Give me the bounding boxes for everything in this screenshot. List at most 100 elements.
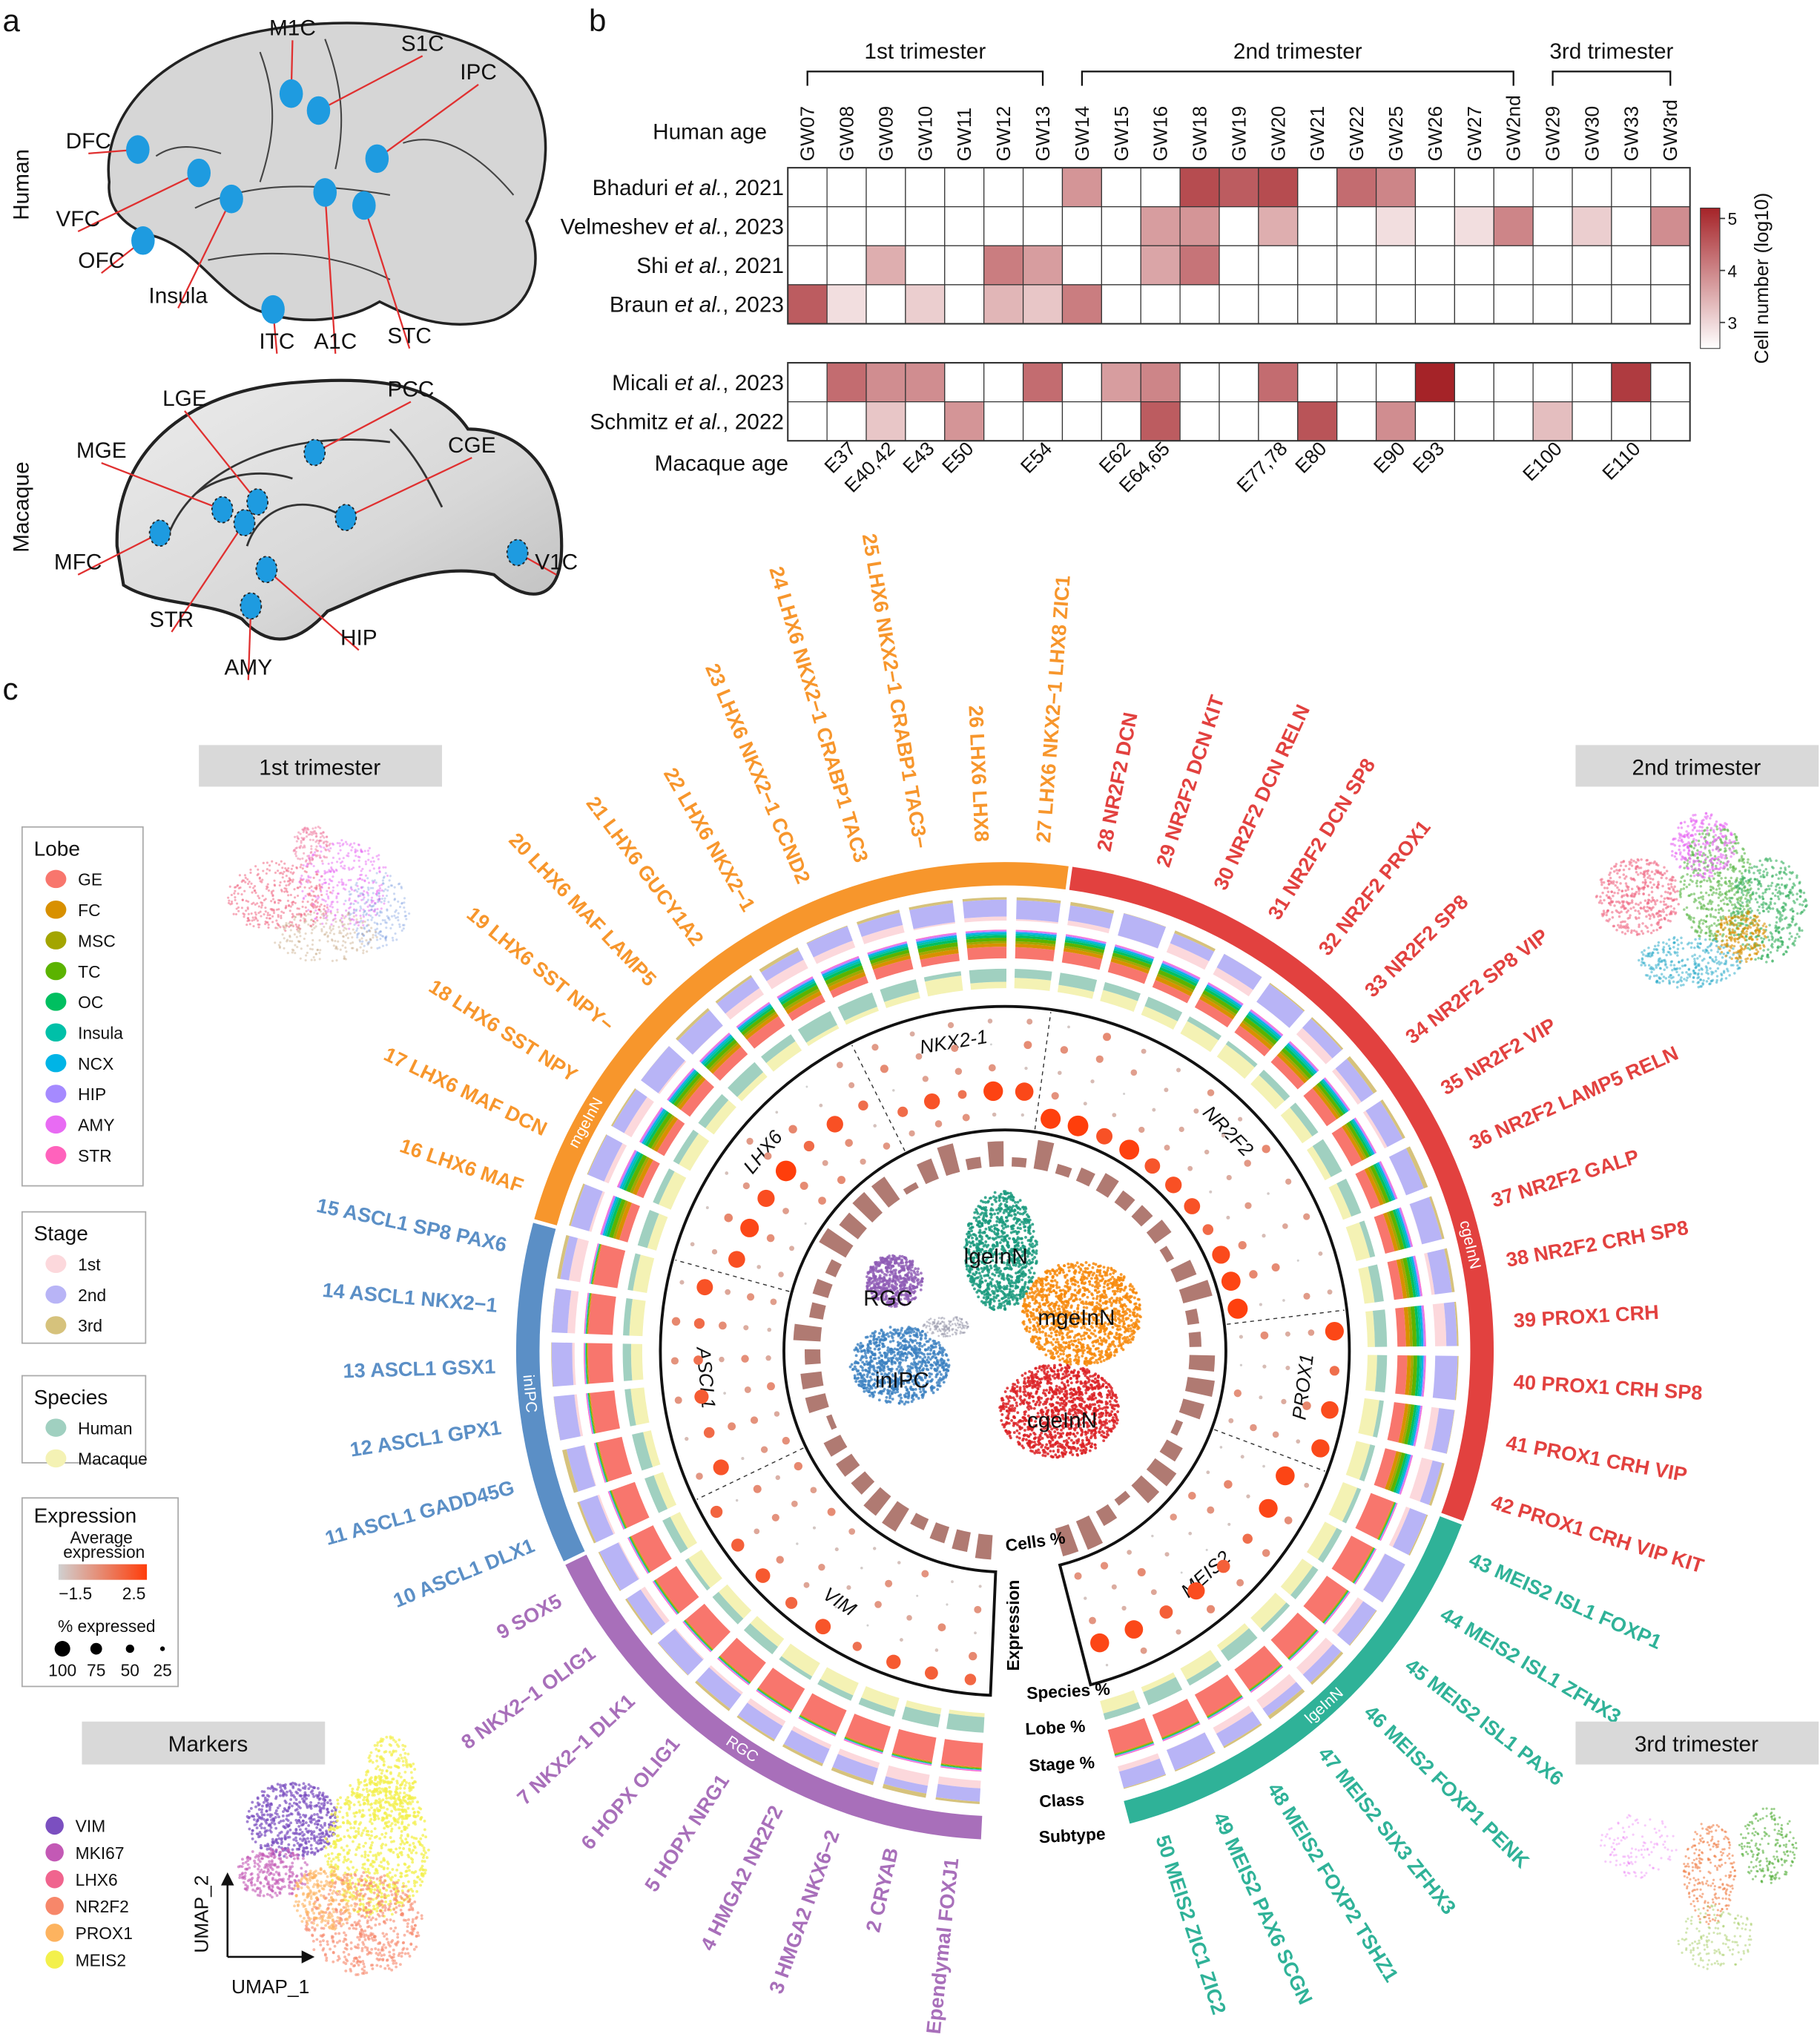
umap-point (886, 1261, 890, 1265)
umap-point (1116, 1309, 1120, 1313)
heatmap-cell (1140, 284, 1181, 325)
lobe-segment (1344, 1123, 1367, 1159)
lobe-segment (1409, 1405, 1419, 1446)
stage-segment (886, 1765, 930, 1786)
umap-point (1097, 1281, 1100, 1285)
lobe-segment (1115, 1743, 1155, 1757)
lobe-segment (587, 1393, 594, 1434)
legend-item-label: TC (78, 962, 100, 981)
marker-swatch (45, 1897, 64, 1915)
umap-point (977, 1215, 980, 1219)
lobe-segment (891, 1754, 932, 1764)
umap-point (907, 1340, 911, 1344)
cells-percent-bar (804, 1349, 821, 1365)
umap-point (898, 1274, 902, 1277)
lobe-segment (1162, 1723, 1200, 1740)
species-segment (1216, 1044, 1255, 1079)
umap-point (1112, 1354, 1116, 1358)
umap-point (986, 1295, 990, 1299)
expression-dot (1140, 1647, 1147, 1654)
expression-dot (1015, 1082, 1034, 1101)
cells-percent-bar (825, 1414, 837, 1430)
umap-point (904, 1261, 908, 1264)
lobe-segment (710, 1044, 742, 1074)
heatmap-cell (1375, 401, 1417, 441)
stage-segment (1444, 1248, 1455, 1292)
umap-point (1003, 1304, 1006, 1308)
lobe-segment (609, 1490, 626, 1529)
umap-point (1015, 1293, 1019, 1297)
stage-segment (1388, 1148, 1424, 1196)
umap-point (942, 1335, 945, 1337)
cells-percent-bar (812, 1278, 833, 1298)
stage-segment (1405, 1146, 1428, 1189)
lobe-segment (588, 1293, 616, 1335)
umap-point (976, 1223, 980, 1227)
expression-dot (713, 1459, 729, 1475)
umap-point (984, 1211, 988, 1214)
expression-dot (782, 1208, 789, 1214)
stage-segment (1388, 1506, 1411, 1547)
umap-point (863, 1352, 867, 1355)
expression-dot (775, 1160, 797, 1182)
heatmap-cell (983, 284, 1024, 325)
umap-point (1122, 1322, 1126, 1326)
heatmap-cell (787, 167, 828, 208)
umap-point (933, 1325, 936, 1328)
lobe-segment (1375, 1162, 1394, 1201)
stage-segment (1124, 912, 1167, 927)
lobe-segment (595, 1442, 607, 1483)
cells-percent-bar (965, 1156, 982, 1171)
lobe-segment (1355, 1493, 1394, 1539)
column-label: GW16 (1150, 106, 1172, 161)
umap-point (961, 1322, 963, 1325)
subtype-label: 50 MEIS2 ZIC1 ZIC2 (1151, 1832, 1230, 2017)
umap-point (1112, 1289, 1115, 1293)
lobe-segment (920, 953, 960, 967)
legend-item-label: FC (78, 901, 100, 920)
umap-point (1070, 1277, 1074, 1280)
expression-dot (871, 1044, 879, 1051)
heatmap-cell (1101, 362, 1141, 403)
lobe-segment (667, 1067, 694, 1101)
stage-segment (861, 924, 905, 944)
expression-dot (693, 1355, 703, 1365)
umap-point (937, 1320, 940, 1323)
umap-point (1055, 1283, 1058, 1287)
umap-point (1094, 1280, 1098, 1284)
umap-point (860, 1356, 863, 1360)
umap-point (926, 1355, 930, 1359)
lobe-segment (1288, 1630, 1318, 1660)
umap-point (1119, 1273, 1123, 1277)
lobe-segment (631, 1525, 672, 1572)
lobe-segment (1379, 1502, 1397, 1541)
umap-point (1041, 1280, 1044, 1283)
expression-dot (1262, 1549, 1270, 1557)
region-pointer-line (184, 410, 258, 503)
heatmap-cell (1572, 206, 1612, 246)
ring-label-lobe: Lobe % (1025, 1716, 1086, 1738)
lobe-segment (788, 994, 825, 1021)
expression-dot (848, 1082, 855, 1088)
umap-point (1081, 1300, 1084, 1303)
human-age-axis-label: Human age (653, 120, 767, 145)
species-segment (901, 1706, 941, 1728)
lobe-segment (1315, 1084, 1342, 1118)
heatmap-cell (944, 401, 985, 441)
umap-point (1028, 1292, 1032, 1295)
umap-point (966, 1325, 969, 1328)
stage-segment (560, 1236, 578, 1280)
expression-dot (1180, 1571, 1183, 1574)
expression-dot (1239, 1335, 1243, 1339)
species-segment (1317, 1527, 1342, 1563)
umap-point (1023, 1228, 1027, 1232)
legend-swatch (45, 1254, 67, 1274)
heatmap-cell (1258, 284, 1299, 325)
heatmap-cell (1219, 284, 1259, 325)
umap-point (997, 1274, 1000, 1277)
stage-segment (577, 1501, 596, 1544)
lobe-segment (590, 1390, 620, 1434)
expression-dot (753, 1484, 762, 1493)
heatmap-cell (1493, 284, 1534, 325)
umap-point (924, 1334, 928, 1337)
